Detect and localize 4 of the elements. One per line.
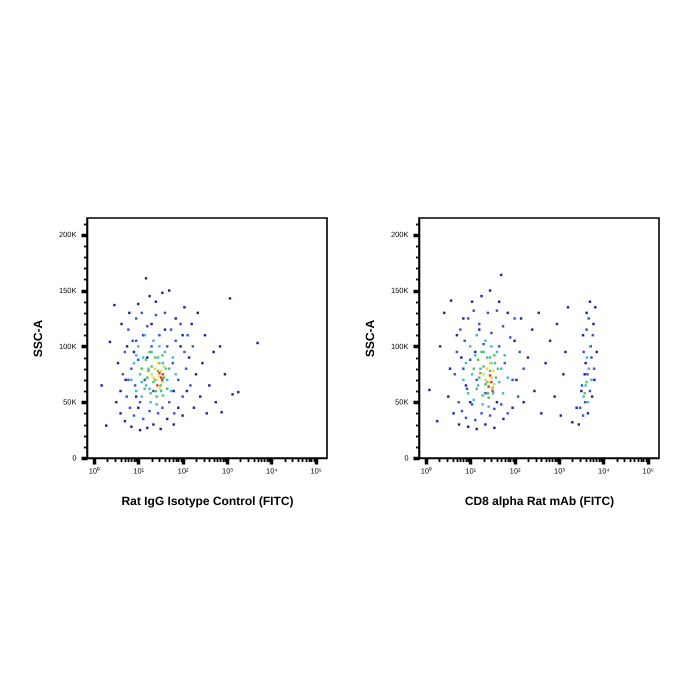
x-axis-title: CD8 alpha Rat mAb (FITC) <box>464 494 614 508</box>
y-axis-title: SSC-A <box>30 320 45 358</box>
y-axis-title: SSC-A <box>362 320 377 358</box>
x-axis-title: Rat IgG Isotype Control (FITC) <box>122 494 294 508</box>
